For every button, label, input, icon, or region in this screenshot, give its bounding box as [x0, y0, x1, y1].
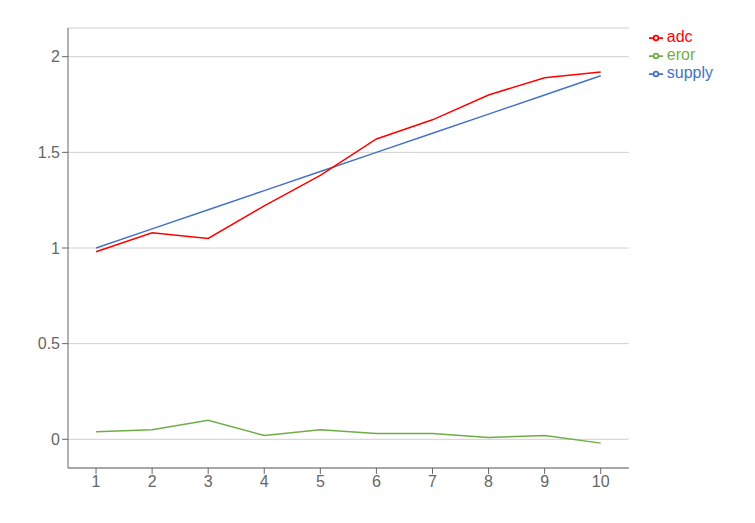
svg-text:10: 10 [592, 473, 610, 490]
svg-text:0.5: 0.5 [38, 335, 60, 352]
svg-text:7: 7 [428, 473, 437, 490]
svg-text:1: 1 [51, 240, 60, 257]
html-text:adc: adc [666, 28, 693, 45]
svg-text:9: 9 [540, 473, 549, 490]
svg-text:2: 2 [148, 473, 157, 490]
svg-text:6: 6 [372, 473, 381, 490]
html-text:eror: eror [666, 46, 696, 63]
html-text:supply: supply [666, 64, 713, 81]
svg-text:5: 5 [316, 473, 325, 490]
svg-text:3: 3 [204, 473, 213, 490]
svg-text:1.5: 1.5 [38, 144, 60, 161]
svg-text:4: 4 [260, 473, 269, 490]
svg-text:1: 1 [92, 473, 101, 490]
svg-text:8: 8 [484, 473, 493, 490]
svg-text:0: 0 [51, 431, 60, 448]
svg-text:2: 2 [51, 48, 60, 65]
